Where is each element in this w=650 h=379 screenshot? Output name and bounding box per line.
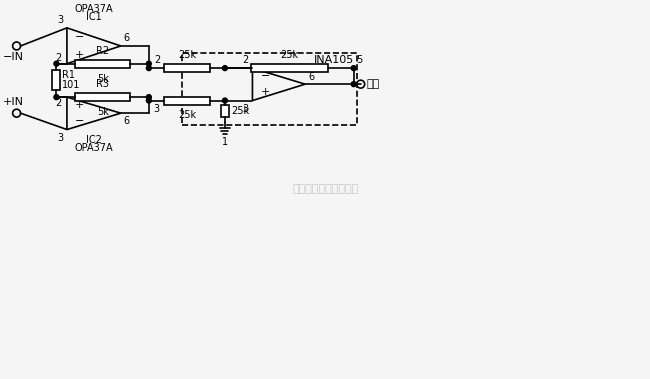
Text: +: + <box>75 50 84 60</box>
Text: 5k: 5k <box>97 74 109 84</box>
Circle shape <box>351 82 356 87</box>
Text: 3: 3 <box>154 103 160 114</box>
Text: +IN: +IN <box>3 97 24 107</box>
Bar <box>251 64 328 72</box>
Text: 6: 6 <box>124 116 130 126</box>
Text: OPA37A: OPA37A <box>75 4 113 14</box>
Text: +: + <box>75 100 84 110</box>
Text: 6: 6 <box>308 72 314 82</box>
Text: +: + <box>261 88 270 97</box>
Bar <box>164 64 210 72</box>
Circle shape <box>351 66 356 70</box>
Circle shape <box>146 61 151 66</box>
Circle shape <box>54 61 59 66</box>
Text: −: − <box>75 116 84 127</box>
Text: 杭州将睿科技有限公司: 杭州将睿科技有限公司 <box>292 185 359 194</box>
Circle shape <box>54 95 59 100</box>
Text: 2: 2 <box>56 98 62 108</box>
Circle shape <box>222 66 227 70</box>
Text: 3: 3 <box>57 15 63 25</box>
Text: 2: 2 <box>154 55 160 65</box>
Circle shape <box>222 98 227 103</box>
Circle shape <box>146 95 151 100</box>
Text: 5k: 5k <box>97 107 109 117</box>
Bar <box>221 105 229 117</box>
Bar <box>182 53 357 125</box>
Text: 3: 3 <box>242 103 248 114</box>
Bar <box>75 60 131 68</box>
Text: INA105: INA105 <box>313 55 354 65</box>
Circle shape <box>146 66 151 70</box>
Text: −: − <box>261 71 270 81</box>
Text: 25k: 25k <box>178 110 196 121</box>
Text: 5: 5 <box>357 55 363 65</box>
Text: −IN: −IN <box>3 52 24 62</box>
Text: 1: 1 <box>222 136 228 147</box>
Text: 3: 3 <box>57 133 63 143</box>
Bar <box>53 70 60 91</box>
Text: 25k: 25k <box>280 50 298 60</box>
Text: R1: R1 <box>62 70 75 80</box>
Text: R3: R3 <box>96 79 109 89</box>
Text: IC1: IC1 <box>86 12 101 22</box>
Text: −: − <box>75 32 84 42</box>
Text: 2: 2 <box>56 53 62 63</box>
Circle shape <box>146 98 151 103</box>
Bar <box>164 97 210 105</box>
Text: 25k: 25k <box>178 50 196 60</box>
Text: OPA37A: OPA37A <box>75 143 113 153</box>
Text: 2: 2 <box>242 55 248 65</box>
Text: 6: 6 <box>124 33 130 43</box>
Bar <box>75 93 131 101</box>
Text: 输出: 输出 <box>367 79 380 89</box>
Text: R2: R2 <box>96 46 109 56</box>
Text: IC2: IC2 <box>86 135 102 146</box>
Text: 25k: 25k <box>231 106 249 116</box>
Text: 101: 101 <box>62 80 81 90</box>
